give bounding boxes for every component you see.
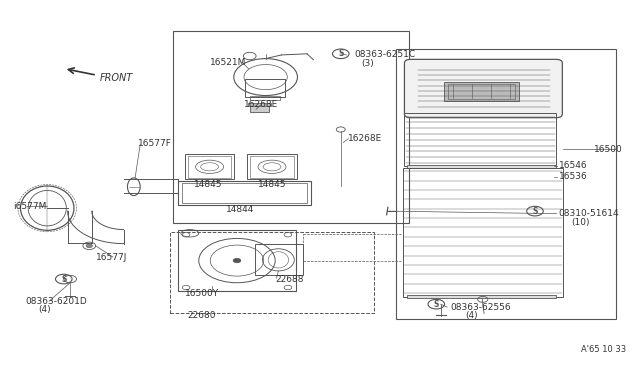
- Circle shape: [233, 259, 241, 263]
- Text: S: S: [61, 275, 67, 283]
- Bar: [250, 104, 269, 112]
- Text: (4): (4): [38, 305, 51, 314]
- Text: 16577F: 16577F: [138, 139, 172, 148]
- Text: 22688: 22688: [275, 275, 304, 283]
- Text: S: S: [338, 49, 344, 58]
- Text: S: S: [532, 206, 538, 216]
- Text: 08310-51614: 08310-51614: [559, 209, 619, 218]
- Text: 16268E: 16268E: [244, 100, 278, 109]
- Text: 22680: 22680: [188, 311, 216, 320]
- Text: 14844: 14844: [226, 205, 254, 215]
- Bar: [179, 230, 296, 291]
- Text: 16577J: 16577J: [95, 253, 127, 263]
- Bar: [188, 156, 231, 177]
- Bar: [179, 181, 311, 205]
- Bar: [404, 113, 556, 166]
- Bar: [173, 31, 409, 223]
- Text: 14845: 14845: [258, 180, 286, 189]
- FancyBboxPatch shape: [404, 60, 563, 118]
- Bar: [182, 183, 307, 203]
- Text: S: S: [433, 300, 439, 309]
- Text: 16500Y: 16500Y: [185, 289, 219, 298]
- Bar: [185, 154, 234, 179]
- Text: 16521M: 16521M: [210, 58, 246, 67]
- Text: 08363-62556: 08363-62556: [451, 302, 511, 312]
- Text: (10): (10): [572, 218, 590, 227]
- Text: A'65 10 33: A'65 10 33: [581, 345, 626, 354]
- Text: 08363-6201D: 08363-6201D: [26, 297, 87, 306]
- Text: 14845: 14845: [194, 180, 223, 189]
- Bar: [407, 295, 556, 298]
- Text: 16500: 16500: [593, 145, 622, 154]
- Text: (4): (4): [465, 311, 477, 320]
- Bar: [248, 103, 271, 106]
- Bar: [407, 164, 556, 168]
- Bar: [255, 244, 303, 275]
- Text: FRONT: FRONT: [100, 73, 133, 83]
- Text: 16268E: 16268E: [348, 134, 383, 142]
- Bar: [250, 156, 294, 177]
- Bar: [247, 154, 297, 179]
- Bar: [403, 167, 563, 297]
- Bar: [244, 79, 285, 97]
- Bar: [449, 84, 515, 99]
- Bar: [396, 49, 616, 319]
- Bar: [170, 232, 374, 313]
- Text: (3): (3): [361, 59, 374, 68]
- Text: i6577M: i6577M: [13, 202, 46, 211]
- Text: 16546: 16546: [559, 161, 587, 170]
- Circle shape: [86, 244, 92, 248]
- Text: 08363-6251C: 08363-6251C: [355, 51, 416, 60]
- Text: 16536: 16536: [559, 172, 588, 181]
- Bar: [250, 96, 280, 100]
- Bar: [444, 82, 519, 101]
